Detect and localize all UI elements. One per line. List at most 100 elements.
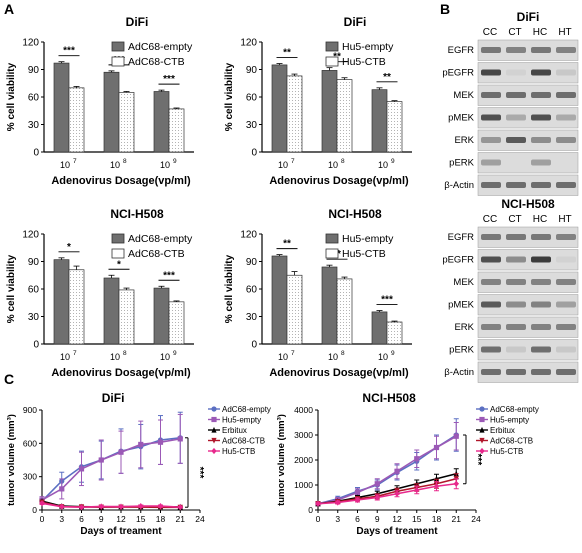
chart-title: DiFi [126, 15, 149, 29]
blot-0: DiFi CC CT HC HT EGFR pEGFR MEK pMEK ERK pERK β-Act… [442, 10, 579, 196]
data-point [98, 503, 104, 510]
blot-row-label: EGFR [448, 45, 475, 56]
protein-band [556, 234, 576, 240]
y-axis-label: tumor volume (mm³) [276, 414, 287, 506]
protein-band [481, 182, 501, 188]
blot-row-label: ERK [454, 322, 474, 333]
chart-title: NCI-H508 [328, 207, 382, 221]
data-point [433, 444, 440, 451]
significance-stars: *** [163, 270, 175, 281]
legend-label: Hu5-empty [342, 233, 394, 245]
x-tick-label: 10 [278, 160, 288, 170]
x-axis-label: Days of treament [80, 526, 162, 537]
legend-label: Erbitux [490, 426, 515, 435]
x-tick-label: 10 [60, 352, 70, 362]
lane-label: HT [558, 27, 571, 38]
data-point [479, 437, 485, 444]
y-tick-label: 90 [246, 65, 258, 76]
blot-row-label: pMEK [448, 113, 475, 124]
protein-band [506, 234, 526, 240]
significance-stars: *** [63, 46, 75, 57]
x-tick-label: 10 [378, 352, 388, 362]
x-tick-label: 21 [452, 514, 462, 524]
x-axis-label: Adenovirus Dosage(vp/ml) [269, 175, 409, 187]
x-tick-exponent: 8 [341, 158, 345, 165]
protein-band [481, 47, 501, 53]
legend-label: Hu5-empty [490, 416, 529, 425]
protein-band [506, 324, 526, 330]
data-point [78, 466, 85, 472]
protein-band [556, 182, 576, 188]
y-tick-label: 4000 [294, 405, 313, 415]
x-tick-exponent: 7 [73, 158, 77, 165]
y-axis-label: % cell viability [6, 62, 17, 131]
data-point [335, 499, 341, 506]
protein-band [481, 234, 501, 240]
significance-stars: ** [283, 48, 291, 59]
x-tick-label: 15 [136, 514, 146, 524]
significance-stars: ** [383, 72, 391, 83]
protein-band [506, 346, 526, 353]
legend-label: Hu5-CTB [342, 248, 386, 260]
data-point [39, 500, 45, 507]
protein-band [481, 301, 501, 308]
x-tick-label: 0 [40, 514, 45, 524]
series-line [317, 482, 457, 505]
significance-stars: *** [381, 295, 393, 306]
protein-band [531, 47, 551, 53]
data-point [479, 416, 485, 423]
protein-band [506, 159, 526, 166]
protein-band [556, 324, 576, 330]
x-tick-exponent: 8 [123, 350, 127, 357]
x-tick-label: 10 [110, 160, 120, 170]
protein-band [556, 47, 576, 53]
blot-strip [477, 361, 579, 383]
data-point [177, 436, 183, 442]
bar-ctb [68, 269, 85, 345]
protein-band [556, 279, 576, 285]
series-4 [39, 500, 183, 511]
protein-band [506, 69, 526, 76]
series-1 [39, 413, 183, 504]
protein-band [481, 137, 501, 143]
bar-empty [321, 266, 338, 345]
legend-label: AdC68-empty [222, 405, 271, 414]
bar-ctb [168, 108, 185, 153]
data-point [118, 503, 124, 510]
protein-band [531, 69, 551, 76]
blot-strip [477, 249, 579, 271]
data-point [354, 489, 361, 496]
x-tick-label: 10 [328, 160, 338, 170]
protein-band [531, 369, 551, 375]
legend-label: AdC68-CTB [128, 56, 185, 68]
legend-swatch [111, 233, 125, 244]
data-point [433, 475, 440, 482]
panel-label-a: A [4, 1, 14, 17]
legend-swatch [325, 248, 339, 259]
protein-band [506, 256, 526, 263]
data-point [138, 441, 144, 448]
x-tick-label: 10 [378, 160, 388, 170]
x-tick-label: 24 [471, 514, 481, 524]
protein-band [506, 279, 526, 285]
x-tick-label: 18 [156, 514, 166, 524]
bar-empty [153, 287, 170, 345]
significance-stars: *** [194, 467, 205, 479]
significance-stars: *** [472, 454, 483, 466]
x-tick-exponent: 8 [341, 350, 345, 357]
blot-strip [477, 174, 579, 196]
blot-row-label: β-Actin [444, 180, 474, 191]
legend-label: Hu5-CTB [222, 447, 255, 456]
legend-swatch [111, 248, 125, 259]
y-tick-label: 30 [246, 120, 258, 131]
data-point [433, 483, 440, 490]
y-tick-label: 30 [28, 120, 40, 131]
legend-swatch [111, 56, 125, 67]
western-blots-layer: DiFi CC CT HC HT EGFR pEGFR MEK pMEK ERK pERK β-Act… [442, 10, 579, 383]
protein-band [556, 92, 576, 98]
data-point [479, 426, 485, 433]
bar-empty [103, 71, 120, 153]
protein-band [556, 301, 576, 308]
